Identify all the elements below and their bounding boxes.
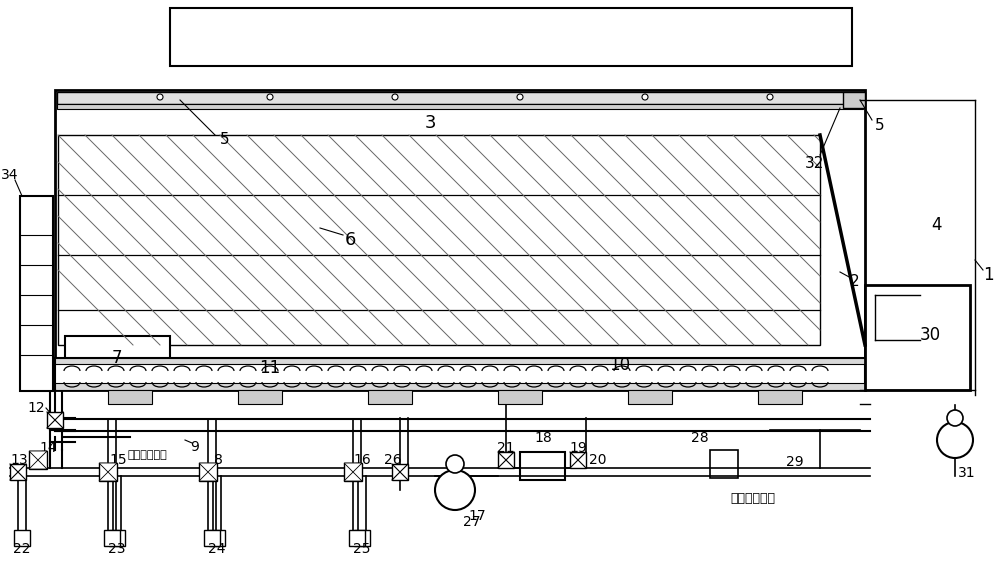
Polygon shape bbox=[344, 472, 362, 481]
Bar bbox=[55, 358, 865, 390]
Bar bbox=[392, 464, 408, 480]
Text: 5: 5 bbox=[875, 118, 885, 132]
Circle shape bbox=[937, 422, 973, 458]
Text: 21: 21 bbox=[497, 441, 515, 455]
Polygon shape bbox=[29, 460, 47, 469]
Polygon shape bbox=[58, 135, 820, 345]
Text: 6: 6 bbox=[344, 231, 356, 249]
Bar bbox=[498, 452, 514, 468]
Text: 31: 31 bbox=[958, 466, 976, 480]
Bar bbox=[170, 8, 852, 66]
Text: 13: 13 bbox=[10, 453, 28, 467]
Bar bbox=[710, 450, 738, 478]
Text: 9: 9 bbox=[191, 440, 199, 454]
Polygon shape bbox=[199, 472, 217, 481]
Bar bbox=[108, 390, 152, 404]
Bar bbox=[865, 285, 970, 390]
Bar bbox=[57, 92, 863, 104]
Text: 32: 32 bbox=[805, 155, 825, 171]
Text: 1: 1 bbox=[983, 266, 993, 284]
Bar bbox=[99, 463, 117, 481]
Circle shape bbox=[642, 94, 648, 100]
Circle shape bbox=[947, 410, 963, 426]
Text: 3: 3 bbox=[424, 114, 436, 132]
Bar bbox=[843, 92, 865, 108]
Bar bbox=[109, 530, 125, 546]
Text: 34: 34 bbox=[1, 168, 19, 182]
Bar bbox=[628, 390, 672, 404]
Circle shape bbox=[767, 94, 773, 100]
Bar bbox=[104, 530, 120, 546]
Bar bbox=[498, 390, 542, 404]
Bar bbox=[758, 390, 802, 404]
Polygon shape bbox=[99, 472, 117, 481]
Bar bbox=[349, 530, 365, 546]
Bar bbox=[368, 390, 412, 404]
Polygon shape bbox=[29, 451, 47, 460]
Text: 16: 16 bbox=[353, 453, 371, 467]
Text: 19: 19 bbox=[569, 441, 587, 455]
Text: 7: 7 bbox=[112, 349, 122, 367]
Bar bbox=[55, 90, 865, 390]
Polygon shape bbox=[199, 463, 217, 472]
Bar bbox=[344, 463, 362, 481]
Text: 4: 4 bbox=[932, 216, 942, 234]
Bar bbox=[65, 336, 170, 378]
Text: 30: 30 bbox=[919, 326, 941, 344]
Circle shape bbox=[392, 94, 398, 100]
Bar bbox=[55, 383, 865, 390]
Circle shape bbox=[446, 455, 464, 473]
Bar bbox=[354, 530, 370, 546]
Bar bbox=[570, 452, 586, 468]
Bar bbox=[199, 463, 217, 481]
Text: 10: 10 bbox=[609, 356, 631, 374]
Text: 29: 29 bbox=[786, 455, 804, 469]
Bar bbox=[204, 530, 220, 546]
Text: 17: 17 bbox=[468, 509, 486, 523]
Bar bbox=[57, 104, 863, 109]
Text: 与污泥池连接: 与污泥池连接 bbox=[128, 450, 168, 460]
Text: 12: 12 bbox=[27, 401, 45, 415]
Text: 与污泥池连接: 与污泥池连接 bbox=[730, 492, 775, 505]
Text: 5: 5 bbox=[220, 132, 230, 148]
Text: 14: 14 bbox=[39, 441, 57, 455]
Bar bbox=[238, 390, 282, 404]
Text: 27: 27 bbox=[463, 515, 481, 529]
Bar bbox=[55, 358, 865, 364]
Polygon shape bbox=[99, 463, 117, 472]
Text: 2: 2 bbox=[850, 274, 860, 289]
Text: 18: 18 bbox=[534, 431, 552, 445]
Circle shape bbox=[157, 94, 163, 100]
Bar bbox=[14, 530, 30, 546]
Text: 23: 23 bbox=[108, 542, 126, 556]
Text: 22: 22 bbox=[13, 542, 31, 556]
Circle shape bbox=[435, 470, 475, 510]
Bar bbox=[520, 452, 565, 480]
Circle shape bbox=[267, 94, 273, 100]
Text: 26: 26 bbox=[384, 453, 402, 467]
Bar bbox=[47, 412, 63, 428]
Text: 28: 28 bbox=[691, 431, 709, 445]
Text: 24: 24 bbox=[208, 542, 226, 556]
Text: 11: 11 bbox=[259, 359, 281, 377]
Text: 15: 15 bbox=[109, 453, 127, 467]
Circle shape bbox=[517, 94, 523, 100]
Text: 25: 25 bbox=[353, 542, 371, 556]
Text: 8: 8 bbox=[214, 453, 222, 467]
Bar bbox=[10, 464, 26, 480]
Text: 20: 20 bbox=[589, 453, 607, 467]
Bar bbox=[209, 530, 225, 546]
Bar bbox=[29, 451, 47, 469]
Polygon shape bbox=[344, 463, 362, 472]
Bar bbox=[20, 196, 53, 391]
